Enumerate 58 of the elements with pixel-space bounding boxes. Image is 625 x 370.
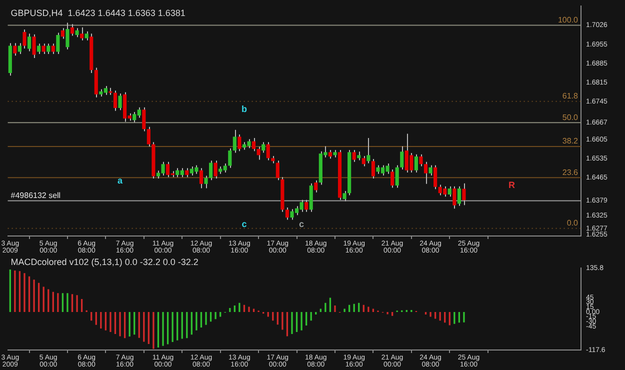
candlestick (80, 26, 84, 41)
candlestick (51, 43, 55, 54)
candlestick (113, 90, 118, 112)
annotation: c (299, 218, 304, 229)
candlestick (314, 180, 318, 193)
candlestick (238, 134, 242, 152)
candlestick (256, 146, 260, 160)
candlestick (400, 146, 404, 170)
candlestick (462, 182, 466, 206)
annotation: R (508, 180, 516, 190)
candlestick (266, 142, 270, 161)
candlestick (32, 34, 36, 59)
candlestick (428, 164, 432, 176)
candlestick (214, 160, 218, 179)
candlestick (66, 22, 70, 50)
chart-title: GBPUSD,H4 1.6423 1.6443 1.6363 1.6381 (10, 8, 186, 18)
candlestick (60, 28, 64, 40)
annotation: a (118, 175, 124, 186)
candlestick (13, 42, 17, 56)
candlestick (208, 160, 213, 181)
candlestick (252, 138, 256, 152)
candlestick (304, 199, 308, 212)
annotation: 61.8 (562, 92, 579, 101)
candlestick (352, 149, 356, 162)
candlestick (448, 186, 452, 198)
candlestick (362, 155, 366, 167)
candlestick (424, 161, 428, 184)
annotation: 100.0 (558, 15, 579, 24)
candlestick (419, 154, 423, 167)
candlestick (46, 43, 50, 54)
chart-title: MACDcolored v102 (5,13,1) 0.0 -32.2 0.0 -32.2 (10, 256, 198, 267)
candlestick (42, 43, 46, 54)
candlestick (56, 32, 60, 54)
annotation: #4986132 sell (10, 190, 61, 200)
candlestick (452, 186, 456, 210)
candlestick (204, 175, 208, 189)
candlestick (228, 148, 232, 168)
candlestick (366, 138, 370, 164)
candlestick (142, 106, 146, 132)
candlestick (199, 168, 204, 189)
candlestick (232, 129, 236, 154)
candlestick (37, 43, 41, 54)
candlestick (27, 33, 32, 52)
annotation: 23.6 (562, 168, 579, 177)
candlestick (18, 42, 22, 54)
candlestick (285, 207, 290, 220)
annotation: 0.0 (566, 218, 579, 228)
candlestick (457, 186, 461, 206)
annotation: 50.0 (562, 112, 579, 122)
candlestick (414, 154, 418, 174)
candlestick (434, 164, 438, 190)
candlestick (70, 24, 74, 36)
annotation: 38.2 (562, 136, 579, 146)
annotation: b (241, 104, 248, 114)
candlestick (395, 164, 399, 188)
annotation: c (242, 218, 247, 229)
candlestick (371, 158, 375, 179)
candlestick (118, 93, 122, 111)
